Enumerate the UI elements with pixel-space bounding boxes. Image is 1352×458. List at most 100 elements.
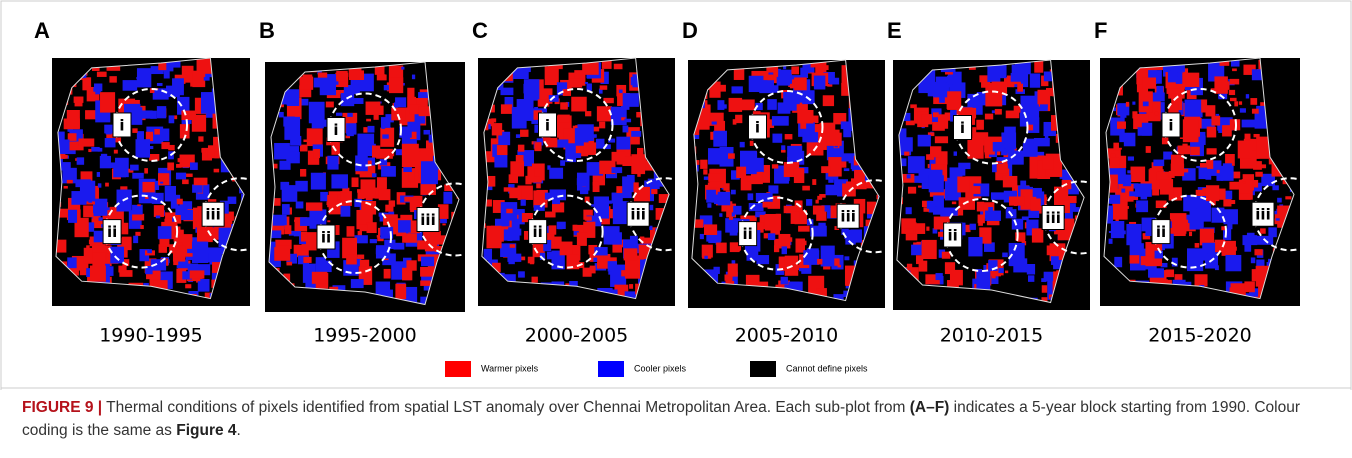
pixel-blob	[411, 74, 416, 80]
zone-label: ii	[743, 225, 753, 243]
pixel-blob	[844, 256, 850, 261]
pixel-blob	[420, 280, 431, 286]
period-label: 1995-2000	[313, 325, 417, 347]
zone-label: ii	[321, 229, 331, 247]
pixel-blob	[529, 258, 535, 265]
pixel-blob	[1238, 101, 1243, 105]
pixel-blob	[1028, 124, 1034, 131]
pixel-blob	[1250, 257, 1256, 264]
pixel-blob	[596, 106, 612, 122]
pixel-blob	[957, 176, 970, 193]
pixel-blob	[1004, 126, 1016, 144]
pixel-blob	[1117, 121, 1126, 129]
pixel-blob	[998, 268, 1004, 273]
pixel-blob	[747, 193, 754, 201]
pixel-blob	[797, 109, 814, 124]
pixel-blob	[1153, 159, 1165, 167]
pixel-blob	[731, 244, 741, 252]
pixel-blob	[378, 189, 391, 201]
pixel-blob	[729, 216, 733, 220]
pixel-blob	[833, 113, 847, 125]
pixel-blob	[272, 218, 287, 226]
pixel-blob	[99, 155, 111, 169]
pixel-blob	[756, 255, 770, 265]
pixel-blob	[724, 274, 733, 281]
legend-swatch	[750, 361, 776, 377]
pixel-blob	[699, 233, 704, 240]
pixel-blob	[1028, 206, 1040, 218]
pixel-blob	[1021, 216, 1029, 221]
zone-label: ii	[948, 227, 958, 245]
pixel-blob	[156, 106, 167, 119]
pixel-blob	[972, 127, 977, 133]
pixel-blob	[1277, 197, 1282, 203]
pixel-blob	[146, 269, 161, 280]
pixel-blob	[706, 230, 722, 242]
pixel-blob	[1005, 110, 1020, 119]
pixel-blob	[546, 251, 553, 260]
pixel-blob	[104, 266, 114, 276]
pixel-blob	[421, 256, 435, 267]
pixel-blob	[1160, 262, 1168, 268]
pixel-blob	[593, 134, 597, 138]
pixel-blob	[624, 258, 641, 279]
pixel-blob	[1223, 220, 1229, 224]
pixel-blob	[907, 186, 917, 194]
pixel-blob	[927, 309, 939, 321]
pixel-blob	[218, 211, 234, 221]
pixel-blob	[227, 196, 237, 204]
pixel-blob	[201, 148, 206, 153]
pixel-blob	[944, 262, 956, 275]
pixel-blob	[1239, 108, 1246, 113]
pixel-blob	[404, 196, 414, 202]
pixel-blob	[138, 110, 153, 119]
pixel-blob	[622, 156, 636, 167]
pixel-blob	[834, 145, 838, 148]
pixel-blob	[193, 177, 208, 186]
pixel-blob	[85, 110, 99, 120]
zone-label: iii	[420, 211, 435, 229]
map-outline	[481, 57, 670, 300]
pixel-blob	[153, 205, 165, 217]
pixel-blob	[727, 263, 738, 277]
pixel-blob	[73, 96, 84, 103]
pixel-blob	[612, 289, 618, 295]
pixel-blob	[539, 252, 546, 260]
pixel-blob	[935, 273, 943, 281]
pixel-blob	[492, 200, 505, 213]
pixel-blob	[62, 167, 77, 184]
pixel-blob	[1110, 153, 1116, 158]
pixel-blob	[620, 190, 632, 199]
pixel-blob	[646, 204, 654, 211]
pixel-blob	[300, 217, 313, 226]
pixel-blob	[342, 112, 358, 123]
panel-letter: A	[34, 18, 50, 43]
pixel-blob	[154, 128, 165, 135]
pixel-blob	[981, 75, 991, 88]
pixel-blob	[80, 171, 93, 185]
pixel-blob	[161, 142, 170, 150]
pixel-blob	[534, 106, 539, 111]
pixel-blob	[423, 129, 430, 135]
pixel-blob	[1256, 259, 1265, 271]
pixel-blob	[731, 212, 735, 217]
pixel-blob	[1253, 161, 1262, 170]
pixel-blob	[434, 246, 446, 253]
pixel-blob	[1127, 170, 1131, 174]
pixel-blob	[1251, 108, 1259, 114]
pixel-blob	[605, 170, 618, 179]
pixel-blob	[1077, 309, 1086, 317]
pixel-blob	[1215, 113, 1220, 116]
pixel-blob	[311, 311, 324, 323]
pixel-blob	[896, 128, 907, 144]
zone-box	[112, 112, 132, 138]
pixel-blob	[181, 118, 190, 125]
period-label: 1990-1995	[99, 325, 203, 347]
pixel-blob	[767, 233, 776, 241]
pixel-blob	[1244, 133, 1251, 140]
pixel-blob	[523, 79, 540, 101]
map-outline	[1103, 57, 1295, 300]
pixel-blob	[1225, 154, 1235, 166]
pixel-blob	[97, 147, 103, 152]
